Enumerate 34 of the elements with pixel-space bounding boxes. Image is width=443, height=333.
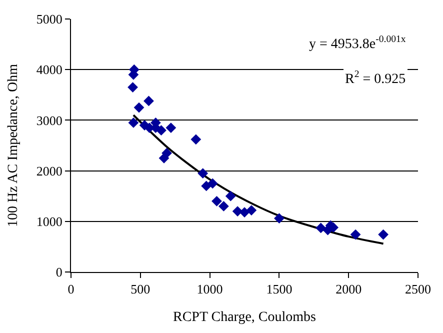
point [274, 213, 284, 224]
x-tick-label: 1000 [196, 282, 223, 297]
y-tick-label: 2000 [36, 163, 62, 178]
x-tick-label: 2000 [336, 282, 362, 297]
point [134, 102, 144, 113]
point [144, 96, 154, 106]
annotation: y = 4953.8e$^{-0.001x}$ [309, 34, 406, 52]
point [198, 168, 208, 179]
annotation: R$^{2}$ = 0.925 [345, 69, 406, 87]
point [207, 178, 218, 189]
point [190, 134, 202, 145]
point [212, 196, 222, 206]
point [378, 229, 388, 240]
y-tick-label: 4000 [36, 62, 62, 78]
y-axis-title: 100 Hz AC Impedance, Ohm [6, 64, 21, 227]
x-tick-label: 2500 [405, 282, 431, 297]
point [246, 205, 257, 216]
point [156, 125, 166, 136]
y-tick-label: 0 [56, 264, 62, 280]
x-tick-label: 1500 [266, 282, 292, 297]
y-tick-label: 5000 [36, 12, 62, 27]
point [218, 201, 229, 212]
x-tick-label: 500 [130, 282, 150, 297]
y-tick-label: 1000 [36, 214, 62, 229]
point [162, 148, 172, 158]
x-tick-label: 0 [68, 282, 74, 297]
x-axis-title: RCPT Charge, Coulombs [172, 310, 316, 325]
point [128, 118, 139, 128]
point [128, 82, 138, 93]
y-tick-label: 3000 [36, 112, 62, 128]
point [350, 229, 361, 240]
point [225, 190, 236, 202]
point [316, 222, 326, 234]
point [166, 122, 176, 133]
